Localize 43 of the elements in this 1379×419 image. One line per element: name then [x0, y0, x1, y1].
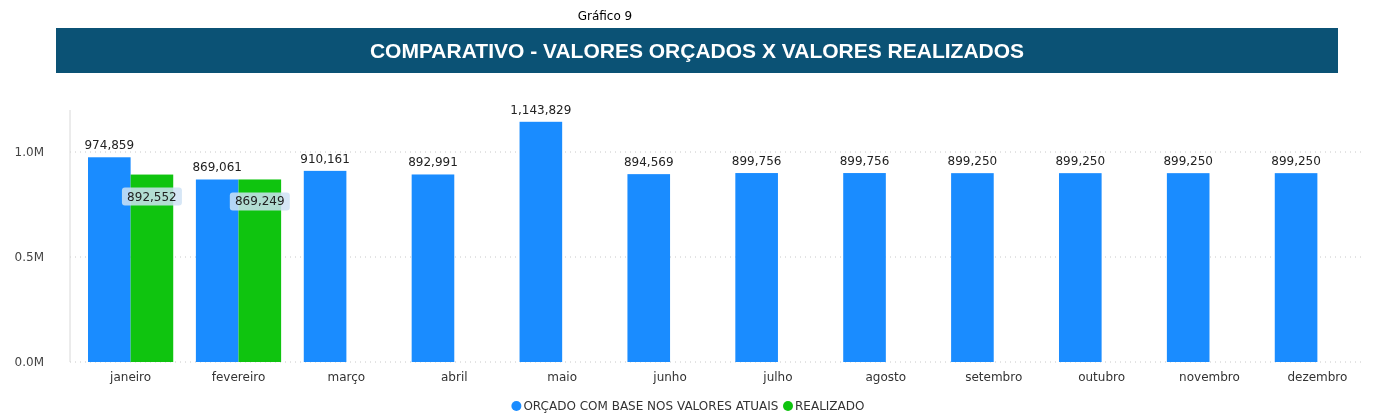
- data-label: 894,569: [623, 155, 674, 170]
- x-tick-label: setembro: [965, 370, 1023, 384]
- y-tick-label: 0.5M: [14, 250, 44, 264]
- chart-title: COMPARATIVO - VALORES ORÇADOS X VALORES REALIZADOS: [369, 39, 1025, 62]
- x-tick-label: janeiro: [109, 370, 152, 384]
- x-tick-label: fevereiro: [211, 370, 266, 384]
- bar: [951, 173, 994, 362]
- data-label: 899,756: [839, 154, 890, 169]
- x-tick-label: dezembro: [1287, 370, 1348, 384]
- bar: [1274, 173, 1318, 362]
- bar: [1058, 173, 1102, 362]
- legend-label: ORÇADO COM BASE NOS VALORES ATUAIS: [523, 399, 779, 413]
- data-label: 892,552: [127, 189, 177, 204]
- legend-label: REALIZADO: [795, 399, 865, 413]
- y-tick-label: 0.0M: [14, 355, 44, 369]
- data-label: 910,161: [300, 151, 350, 166]
- bar: [843, 173, 886, 362]
- x-tick-label: outubro: [1078, 370, 1126, 384]
- bar: [735, 173, 778, 362]
- data-label: 899,250: [947, 154, 998, 169]
- data-label: 1,143,829: [510, 102, 572, 117]
- x-tick-label: junho: [652, 370, 687, 384]
- data-label: 899,250: [1163, 154, 1213, 169]
- x-tick-label: maio: [547, 370, 578, 384]
- data-label: 869,061: [192, 160, 243, 175]
- x-tick-label: julho: [762, 370, 793, 384]
- x-tick-label: agosto: [865, 370, 907, 384]
- x-tick-label: março: [327, 370, 366, 384]
- bar: [303, 170, 347, 362]
- bar: [1166, 173, 1210, 362]
- x-tick-label: abril: [440, 370, 468, 384]
- data-label: 974,859: [84, 138, 135, 153]
- data-label: 899,756: [731, 154, 782, 169]
- data-label: 899,250: [1055, 154, 1106, 169]
- bar: [411, 174, 455, 362]
- text: Gráfico 9: [577, 9, 633, 23]
- bar: [519, 121, 563, 362]
- x-tick-label: novembro: [1179, 370, 1240, 384]
- data-label: 869,249: [235, 194, 285, 209]
- data-label: 899,250: [1271, 154, 1321, 169]
- y-tick-label: 1.0M: [14, 145, 44, 159]
- bar: [627, 174, 671, 362]
- data-label: 892,991: [408, 155, 458, 170]
